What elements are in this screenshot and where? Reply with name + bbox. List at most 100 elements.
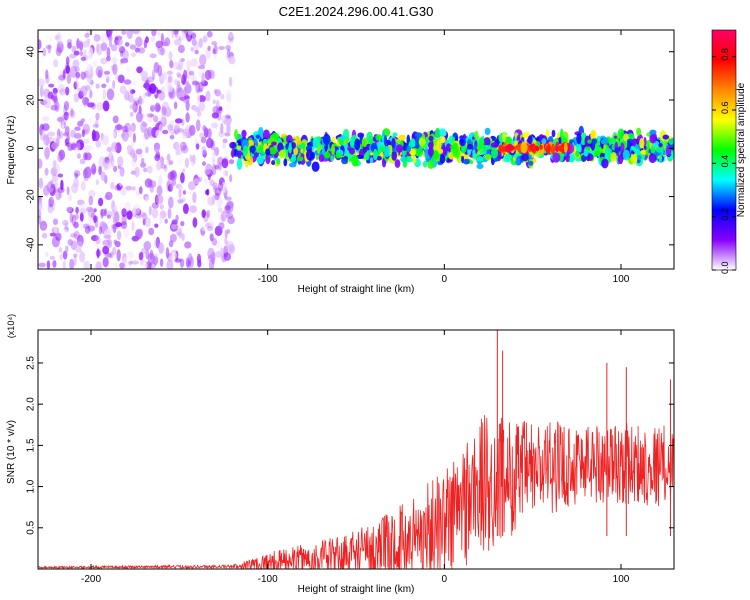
spectrogram-cell [335,152,342,159]
spectrogram-cell [636,127,642,136]
spectrogram-cell [117,38,122,51]
spectrogram-cell [670,137,674,143]
spectrogram-cell [290,153,297,163]
spectrogram-cell [53,224,58,234]
spectrogram-cell [131,220,135,232]
spectrogram-cell [74,172,79,179]
spectrogram-cell [119,85,127,95]
spectrogram-cell [212,182,218,190]
spectrogram-cell [44,150,50,161]
spectrogram-cell [168,240,174,248]
spectrogram-cell [88,195,94,206]
spectrogram-cell [66,132,70,144]
spectrogram-cell [54,34,60,41]
spectrogram-cell [551,129,556,138]
spectrogram-cell [121,208,127,218]
colorbar-ticks: 0.0 0.2 0.4 0.6 0.8 [712,48,736,274]
spectrogram-cell [162,72,168,81]
spectrogram-cell [223,252,232,261]
spectrogram-cell [89,89,93,99]
spectrogram-cell [95,140,102,148]
spectrogram-cell [182,128,190,137]
spectrogram-cell [39,220,48,231]
spectrogram-cell [225,51,234,62]
spectrogram-cell [224,104,231,111]
spectrogram-cell [213,44,218,55]
spectrogram-cell [167,75,173,83]
spectrogram-cell [106,56,111,62]
spectrogram-cell [155,194,164,205]
spectrogram-cell [155,129,162,139]
spectrogram-cell [121,214,127,226]
spectrogram-cells [38,30,674,269]
spectrogram-cell [473,144,477,150]
spectrogram-cell [182,168,186,173]
spectrogram-cell [440,146,448,157]
spectrogram-cell [82,40,90,48]
spectrogram-cell [169,134,175,140]
colorbar-gradient [711,29,737,271]
spectrogram-cell [217,181,224,192]
spectrogram-cell [38,262,46,268]
spectrogram-cell [167,93,174,98]
spectrogram-cell [121,132,125,139]
spectrogram-cell [38,158,43,169]
spectrogram-cell [379,145,386,153]
spectrogram-cell [167,84,173,93]
spectrogram-cell [183,95,190,100]
spectrogram-cell [583,148,589,157]
spectrogram-cell [204,168,211,175]
spectrogram-cell [119,262,125,269]
spectrogram-cell [140,121,147,133]
spectrogram-cell [84,166,92,179]
spectrogram-cell [121,30,127,35]
spectrogram-cell [171,30,175,39]
spectrogram-cell [114,262,118,268]
spectrogram-cell [132,80,138,85]
spectrogram-cell [165,247,170,259]
spectrogram-cell [195,143,200,150]
spectrogram-cell [502,131,506,143]
spectrogram-cell [112,223,117,234]
spectrogram-cell [183,69,188,82]
spectrogram-cell [103,234,112,239]
spectrogram-cell [91,235,99,242]
spectrogram-cell [145,91,152,97]
spectrogram-cell [56,154,61,162]
spectrogram-cell [474,130,479,141]
spectrogram-cell [70,233,78,238]
spectrogram-cell [300,148,304,154]
spectrogram-cell [225,89,232,101]
spectrogram-cell [101,83,107,89]
spectrogram-cell [51,200,56,212]
spectrogram-cell [229,174,233,183]
spectrogram-cell [132,186,136,191]
spectrogram-cell [394,159,401,168]
spectrogram-cell [159,204,164,210]
spectrogram-cell [135,148,143,155]
spectrogram-cell [148,180,157,188]
snr-x-label: Height of straight line (km) [298,584,415,595]
colorbar-tick-label: 0.0 [720,261,730,274]
spectrogram-cell [121,125,129,133]
snr-line [38,415,674,569]
spectrogram-cell [268,146,277,155]
spectrogram-cell [53,92,58,103]
spectrogram-cell [101,135,109,146]
spectrogram-cell [552,152,561,163]
spectrogram-cell [112,63,118,75]
spectrogram-cell [56,32,62,44]
y-tick-label: -40 [26,237,37,252]
spectrogram-cell [649,134,657,144]
spectrogram-cell [88,145,94,150]
spectrogram-cell [170,169,177,179]
spectrogram-cell [51,142,59,150]
spectrogram-cell [184,212,191,220]
spectrogram-cell [224,196,232,201]
spectrogram-cell [143,93,147,99]
spectrogram-cell [142,140,150,152]
spectrogram-cell [112,246,117,255]
spectrogram-cell [169,222,178,232]
